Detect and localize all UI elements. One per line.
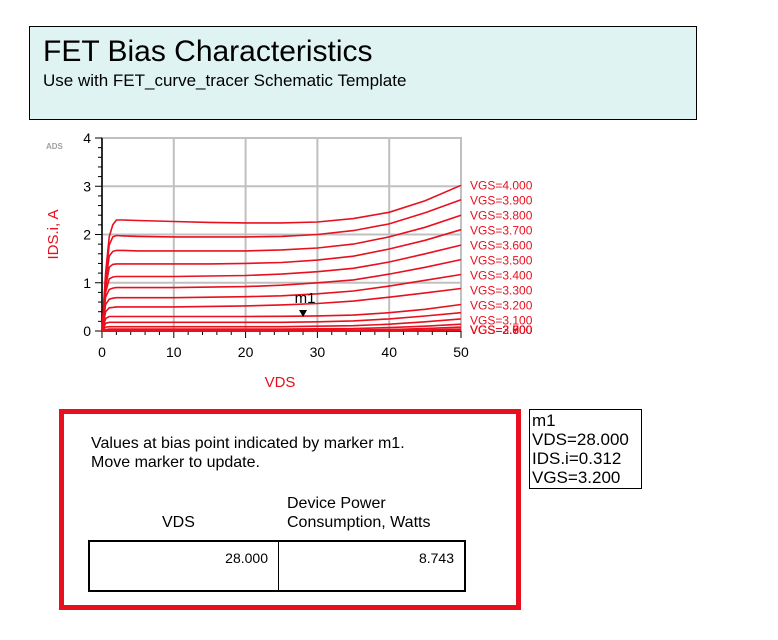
series-line: [101, 303, 462, 332]
bias-description-line2: Move marker to update.: [91, 454, 260, 471]
ads-watermark: ADS: [46, 142, 64, 151]
y-tick-label: 0: [83, 323, 91, 339]
marker-readout-vds: VDS=28.000: [532, 430, 629, 449]
legend-label: VGS=3.400: [470, 268, 533, 282]
bias-point-panel: Values at bias point indicated by marker…: [59, 409, 521, 610]
marker-readout-name: m1: [532, 411, 556, 430]
column-header-vds: VDS: [162, 514, 195, 531]
y-tick-label: 1: [83, 275, 91, 291]
series-line: [102, 329, 462, 332]
marker-readout-ids: IDS.i=0.312: [532, 449, 622, 468]
y-tick-label: 2: [83, 227, 91, 243]
x-tick-label: 20: [238, 344, 254, 360]
title-box: FET Bias Characteristics Use with FET_cu…: [29, 26, 697, 120]
legend-label: VGS=2.600: [470, 323, 533, 337]
series-line: [101, 258, 462, 332]
bias-description-line1: Values at bias point indicated by marker…: [91, 435, 405, 452]
column-header-power-line2: Consumption, Watts: [287, 514, 431, 531]
bias-values-table: 28.000 8.743: [88, 540, 466, 592]
legend-label: VGS=3.200: [470, 298, 533, 312]
legend-label: VGS=3.900: [470, 193, 533, 207]
legend-label: VGS=3.600: [470, 238, 533, 252]
column-header-power: Device Power Consumption, Watts: [287, 494, 430, 532]
plot-marker: m1: [295, 290, 316, 317]
legend-label: VGS=2.900: [470, 323, 533, 337]
series-line: [101, 184, 462, 332]
series-line: [101, 273, 462, 332]
plot-legend: VGS=4.000VGS=3.900VGS=3.800VGS=3.700VGS=…: [470, 178, 533, 337]
legend-label: VGS=2.700: [470, 323, 533, 337]
y-tick-label: 3: [83, 178, 91, 194]
x-tick-label: 10: [166, 344, 182, 360]
column-header-power-line1: Device Power: [287, 495, 386, 512]
x-axis-label: VDS: [265, 374, 296, 391]
legend-label: VGS=4.000: [470, 178, 533, 192]
series-line: [101, 323, 462, 332]
legend-label: VGS=2.800: [470, 323, 533, 337]
marker-m1-symbol[interactable]: [299, 309, 308, 317]
legend-label: VGS=3.000: [470, 323, 533, 337]
legend-label: VGS=3.100: [470, 313, 533, 327]
series-line: [101, 214, 462, 332]
vds-value-cell: 28.000: [90, 542, 279, 590]
series-line: [101, 318, 462, 332]
series-line: [101, 228, 462, 332]
x-tick-label: 40: [381, 344, 397, 360]
x-tick-label: 50: [453, 344, 469, 360]
plot-grid: [101, 137, 462, 332]
series-line: [101, 287, 462, 332]
legend-label: VGS=3.300: [470, 283, 533, 297]
plot-curves: [101, 184, 462, 332]
marker-readout-vgs: VGS=3.200: [532, 468, 621, 487]
series-line: [101, 244, 462, 332]
legend-label: VGS=3.800: [470, 208, 533, 222]
x-tick-label: 30: [310, 344, 326, 360]
series-line: [101, 199, 462, 332]
power-value-cell: 8.743: [418, 550, 454, 566]
marker-readout[interactable]: m1 VDS=28.000 IDS.i=0.312 VGS=3.200: [529, 409, 642, 489]
page-subtitle: Use with FET_curve_tracer Schematic Temp…: [43, 71, 407, 90]
bias-description: Values at bias point indicated by marker…: [91, 434, 405, 472]
marker-m1-label: m1: [295, 290, 316, 307]
y-axis-label: IDS.i, A: [45, 209, 62, 259]
legend-label: VGS=3.500: [470, 253, 533, 267]
y-tick-label: 4: [83, 130, 91, 146]
series-line: [101, 311, 462, 332]
legend-label: VGS=3.700: [470, 223, 533, 237]
x-tick-label: 0: [98, 344, 106, 360]
page-title: FET Bias Characteristics: [43, 35, 373, 68]
